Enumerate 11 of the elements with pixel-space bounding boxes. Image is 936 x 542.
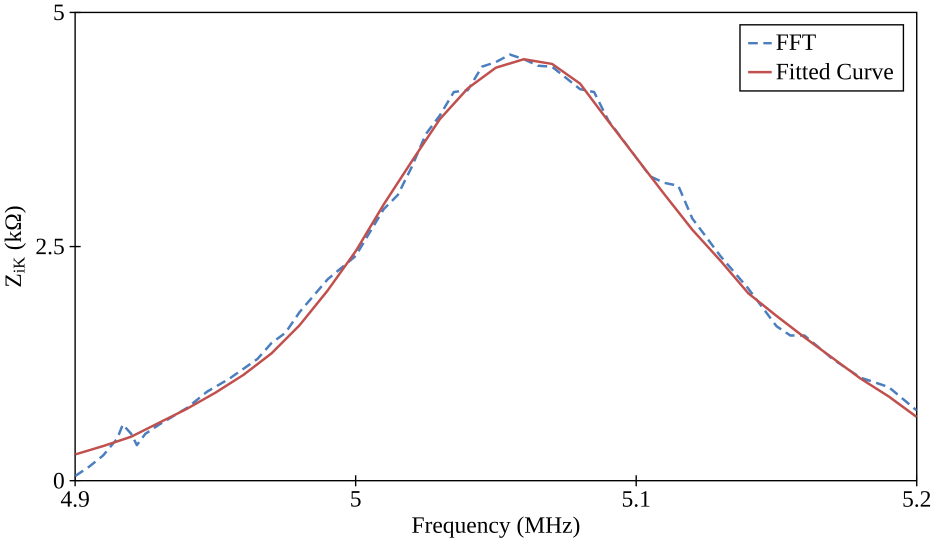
y-tick-label: 2.5 <box>36 238 64 254</box>
y-tick-label: 0 <box>54 472 64 488</box>
legend-label: FFT <box>776 34 816 50</box>
x-tick-label: 5 <box>351 490 361 507</box>
x-tick-label: 5.1 <box>622 490 650 507</box>
x-tick-label: 4.9 <box>60 490 89 507</box>
legend-label: Fitted Curve <box>776 62 893 80</box>
y-axis-title: Z$_{iK}$ (kΩ) <box>4 206 26 286</box>
y-tick-label: 5 <box>54 4 64 20</box>
x-tick-label: 5.2 <box>903 490 930 507</box>
x-axis-title: Frequency (MHz) <box>412 516 580 538</box>
